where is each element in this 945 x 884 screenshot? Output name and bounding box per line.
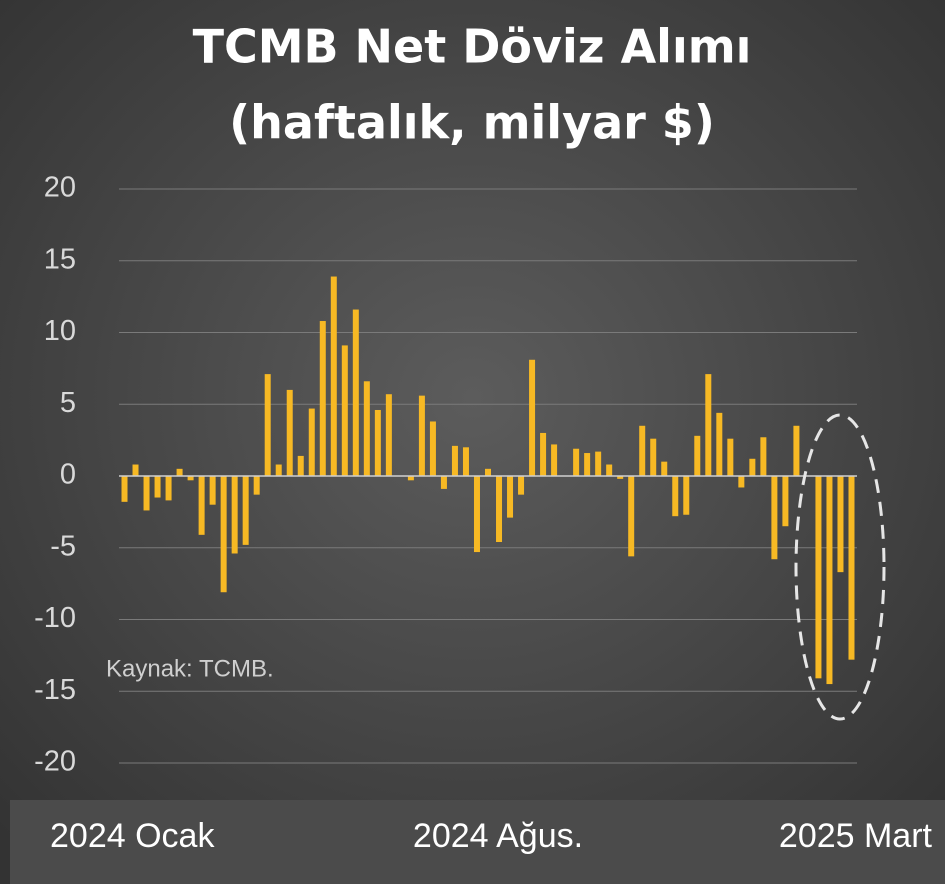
bar xyxy=(837,476,844,573)
bar xyxy=(330,276,337,476)
bar xyxy=(573,448,580,476)
chart-subtitle: (haftalık, milyar $) xyxy=(229,96,715,150)
chart-title: TCMB Net Döviz Alımı xyxy=(193,20,752,74)
bar xyxy=(672,476,679,517)
bar xyxy=(584,453,591,476)
bar xyxy=(242,476,249,545)
bar xyxy=(650,438,657,476)
bar xyxy=(639,425,646,476)
bar xyxy=(429,421,436,476)
bar xyxy=(473,476,480,553)
bar xyxy=(385,394,392,476)
bar xyxy=(308,408,315,476)
bar xyxy=(176,468,183,476)
bar xyxy=(341,345,348,476)
bar xyxy=(705,374,712,476)
bar xyxy=(352,309,359,476)
bar xyxy=(418,395,425,476)
bar xyxy=(551,444,558,476)
bar xyxy=(628,476,635,557)
bar xyxy=(407,476,414,481)
bar xyxy=(782,476,789,527)
y-tick-label: -5 xyxy=(50,530,76,562)
bar xyxy=(716,412,723,476)
bar xyxy=(606,464,613,476)
bar xyxy=(793,425,800,476)
bar xyxy=(749,458,756,476)
bar xyxy=(771,476,778,560)
y-tick-label: 5 xyxy=(60,387,76,419)
bar xyxy=(451,445,458,476)
bar xyxy=(760,437,767,476)
bar xyxy=(275,464,282,476)
bar xyxy=(319,321,326,476)
bar xyxy=(165,476,172,501)
bar xyxy=(694,435,701,476)
bar xyxy=(518,476,525,495)
y-tick-label: -10 xyxy=(34,602,76,634)
bar xyxy=(507,476,514,518)
bar xyxy=(264,374,271,476)
bar xyxy=(848,476,855,660)
bar xyxy=(815,476,822,679)
bar xyxy=(826,476,833,685)
bar xyxy=(143,476,150,511)
bar xyxy=(209,476,216,505)
bar xyxy=(286,389,293,476)
bar xyxy=(220,476,227,593)
bar xyxy=(661,461,668,476)
bar xyxy=(440,476,447,489)
bar xyxy=(187,476,194,481)
y-tick-label: 0 xyxy=(60,459,76,491)
y-tick-label: 10 xyxy=(44,315,76,347)
y-tick-label: -20 xyxy=(34,746,76,778)
bar xyxy=(198,476,205,535)
bar xyxy=(727,438,734,476)
y-tick-label: 15 xyxy=(44,243,76,275)
bar xyxy=(496,476,503,543)
highlight-ellipse xyxy=(794,413,886,721)
category-band xyxy=(10,800,945,884)
bar xyxy=(154,476,161,498)
bar xyxy=(529,359,536,476)
bar xyxy=(462,447,469,476)
bar xyxy=(132,464,139,476)
bar xyxy=(231,476,238,554)
plot-area: -20 -15 -10 -5 0 5 10 15 20 2024 Ocak 2024 Ağus. 20… xyxy=(34,172,932,855)
x-tick-label: 2024 Ağus. xyxy=(413,817,583,855)
bar xyxy=(485,468,491,476)
y-tick-label: 20 xyxy=(44,172,76,204)
bar xyxy=(617,476,624,479)
bar xyxy=(363,381,370,476)
x-tick-label: 2024 Ocak xyxy=(50,817,215,855)
bar xyxy=(297,455,304,476)
bar xyxy=(540,432,547,476)
bar xyxy=(683,476,690,515)
bar xyxy=(738,476,745,488)
x-tick-label: 2025 Mart xyxy=(779,817,933,855)
bar xyxy=(121,476,128,502)
bar xyxy=(595,451,602,476)
bar xyxy=(253,476,260,495)
source-note: Kaynak: TCMB. xyxy=(106,655,274,682)
y-tick-label: -15 xyxy=(34,674,76,706)
bar xyxy=(374,409,381,476)
